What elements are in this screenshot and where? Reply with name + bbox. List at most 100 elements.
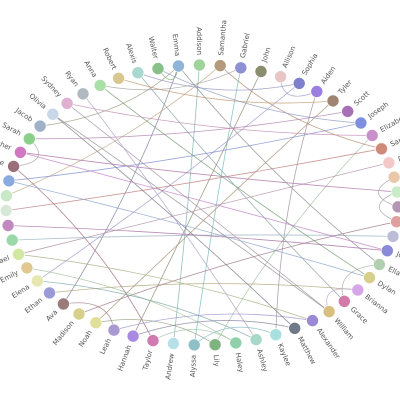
- graph-node[interactable]: Taylor: [141, 334, 160, 373]
- node-circle[interactable]: [322, 305, 336, 318]
- node-circle[interactable]: [363, 271, 376, 284]
- graph-node[interactable]: Samuel: [375, 131, 400, 156]
- node-circle[interactable]: [33, 119, 47, 133]
- graph-node[interactable]: Samantha: [213, 20, 228, 72]
- graph-node[interactable]: [390, 215, 400, 228]
- graph-node[interactable]: Jo: [380, 244, 400, 260]
- node-circle[interactable]: [76, 87, 90, 101]
- graph-node[interactable]: [5, 233, 19, 247]
- node-circle[interactable]: [269, 328, 283, 342]
- node-circle[interactable]: [288, 321, 302, 335]
- node-circle[interactable]: [107, 323, 121, 337]
- graph-node[interactable]: John: [254, 46, 272, 78]
- node-circle[interactable]: [234, 61, 248, 75]
- node-circle[interactable]: [382, 156, 396, 170]
- graph-node[interactable]: Haley: [229, 336, 245, 373]
- node-circle[interactable]: [7, 160, 20, 173]
- node-circle[interactable]: [126, 329, 140, 343]
- graph-node[interactable]: Robert: [101, 47, 125, 85]
- graph-node[interactable]: Lily: [208, 338, 222, 367]
- node-circle[interactable]: [274, 70, 287, 83]
- graph-node[interactable]: [2, 174, 16, 188]
- graph-node[interactable]: Ryan: [63, 70, 90, 101]
- node-circle[interactable]: [208, 338, 222, 352]
- graph-node[interactable]: Ashley: [249, 333, 269, 373]
- node-circle[interactable]: [20, 261, 34, 275]
- graph-node[interactable]: Gabriel: [234, 32, 252, 75]
- node-circle[interactable]: [46, 107, 60, 121]
- graph-node[interactable]: Noah: [77, 316, 103, 349]
- graph-node[interactable]: Sophia: [292, 52, 319, 90]
- node-circle[interactable]: [131, 66, 145, 79]
- node-circle[interactable]: [387, 170, 400, 184]
- graph-node[interactable]: Addison: [193, 27, 206, 72]
- node-circle[interactable]: [89, 316, 103, 330]
- graph-node[interactable]: Da: [382, 153, 400, 170]
- node-circle[interactable]: [326, 94, 340, 108]
- node-circle[interactable]: [249, 333, 263, 346]
- graph-node[interactable]: Ella: [373, 258, 400, 278]
- node-circle[interactable]: [72, 307, 86, 321]
- graph-node[interactable]: Alexis: [124, 42, 145, 79]
- node-circle[interactable]: [43, 286, 56, 300]
- node-circle[interactable]: [1, 219, 15, 232]
- graph-node[interactable]: [1, 219, 15, 232]
- node-circle[interactable]: [5, 233, 19, 247]
- node-circle[interactable]: [390, 215, 400, 228]
- node-circle[interactable]: [167, 337, 180, 350]
- node-circle[interactable]: [14, 146, 27, 159]
- node-circle[interactable]: [93, 79, 107, 92]
- graph-node[interactable]: Hannah: [116, 329, 140, 372]
- graph-node[interactable]: Walter: [147, 36, 165, 75]
- node-circle[interactable]: [391, 200, 400, 214]
- node-circle[interactable]: [386, 230, 400, 243]
- graph-node[interactable]: [391, 200, 400, 214]
- node-circle[interactable]: [380, 244, 394, 257]
- node-circle[interactable]: [60, 97, 74, 110]
- node-circle[interactable]: [351, 283, 365, 297]
- graph-node[interactable]: Leah: [98, 323, 121, 356]
- node-circle[interactable]: [146, 334, 160, 347]
- node-circle[interactable]: [57, 297, 70, 311]
- node-circle[interactable]: [306, 314, 319, 327]
- graph-node[interactable]: Emma: [171, 33, 185, 73]
- node-circle[interactable]: [30, 274, 44, 288]
- node-circle[interactable]: [341, 105, 355, 118]
- node-circle[interactable]: [172, 59, 185, 73]
- graph-node[interactable]: [390, 185, 400, 199]
- graph-node[interactable]: Aiden: [310, 65, 338, 98]
- graph-node[interactable]: [386, 230, 400, 243]
- node-circle[interactable]: [12, 248, 25, 261]
- graph-node[interactable]: Kaylee: [269, 328, 292, 367]
- node-circle[interactable]: [254, 65, 268, 78]
- graph-node[interactable]: Andrew: [164, 337, 180, 381]
- graph-node[interactable]: Matthew: [288, 321, 318, 366]
- graph-node[interactable]: [0, 204, 13, 217]
- node-circle[interactable]: [2, 174, 16, 188]
- node-circle[interactable]: [337, 294, 351, 308]
- graph-node[interactable]: Alyssa: [187, 338, 201, 378]
- graph-node[interactable]: [387, 170, 400, 184]
- node-circle[interactable]: [292, 77, 306, 90]
- node-circle[interactable]: [151, 62, 165, 75]
- node-circle[interactable]: [373, 258, 386, 271]
- graph-node[interactable]: Anna: [82, 59, 107, 92]
- node-circle[interactable]: [310, 85, 324, 98]
- node-circle[interactable]: [187, 338, 201, 352]
- node-circle[interactable]: [365, 129, 379, 142]
- graph-node[interactable]: Allison: [274, 45, 298, 83]
- graph-node[interactable]: Michael: [0, 248, 25, 271]
- graph-node[interactable]: Ava: [45, 297, 70, 323]
- node-circle[interactable]: [112, 72, 125, 85]
- graph-node[interactable]: Re: [0, 157, 20, 173]
- node-circle[interactable]: [390, 185, 400, 199]
- graph-node[interactable]: Tyler: [326, 78, 354, 108]
- node-circle[interactable]: [0, 189, 13, 202]
- graph-node[interactable]: [0, 189, 13, 202]
- node-circle[interactable]: [0, 204, 13, 217]
- node-circle[interactable]: [375, 142, 388, 156]
- node-circle[interactable]: [354, 116, 368, 130]
- node-circle[interactable]: [193, 58, 206, 72]
- graph-node[interactable]: Emily: [0, 261, 34, 285]
- node-circle[interactable]: [213, 59, 227, 72]
